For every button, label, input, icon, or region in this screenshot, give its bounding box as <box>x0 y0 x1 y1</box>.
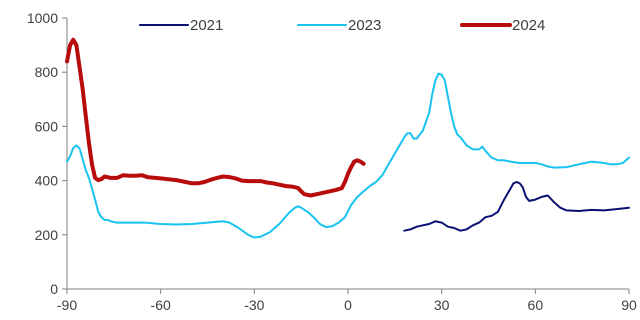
x-tick-label: -60 <box>151 297 171 313</box>
chart-axes: 0 200 400 600 800 1000 -90 -60 -30 0 30 60 90 <box>27 10 637 313</box>
legend-label-2021: 2021 <box>190 17 223 34</box>
x-tick-label: 60 <box>528 297 544 313</box>
x-tick-label: 90 <box>621 297 637 313</box>
x-axis-ticks: -90 -60 -30 0 30 60 90 <box>57 289 637 313</box>
x-tick-label: 0 <box>344 297 352 313</box>
y-tick-label: 600 <box>35 118 59 134</box>
chart-legend: 2021 2023 2024 <box>139 17 545 34</box>
x-tick-label: -30 <box>244 297 264 313</box>
series-layer <box>65 37 630 239</box>
legend-label-2023: 2023 <box>348 17 381 34</box>
y-tick-label: 200 <box>35 227 59 243</box>
series-line-2024 <box>65 37 366 198</box>
y-tick-label: 1000 <box>27 10 58 26</box>
series-line-2023 <box>66 72 630 239</box>
legend-label-2024: 2024 <box>512 17 545 34</box>
series-line-2021 <box>403 181 630 232</box>
x-tick-label: 30 <box>434 297 450 313</box>
y-tick-label: 800 <box>35 64 59 80</box>
y-tick-label: 0 <box>50 281 58 297</box>
y-tick-label: 400 <box>35 173 59 189</box>
x-tick-label: -90 <box>57 297 77 313</box>
y-axis-ticks: 0 200 400 600 800 1000 <box>27 10 67 297</box>
